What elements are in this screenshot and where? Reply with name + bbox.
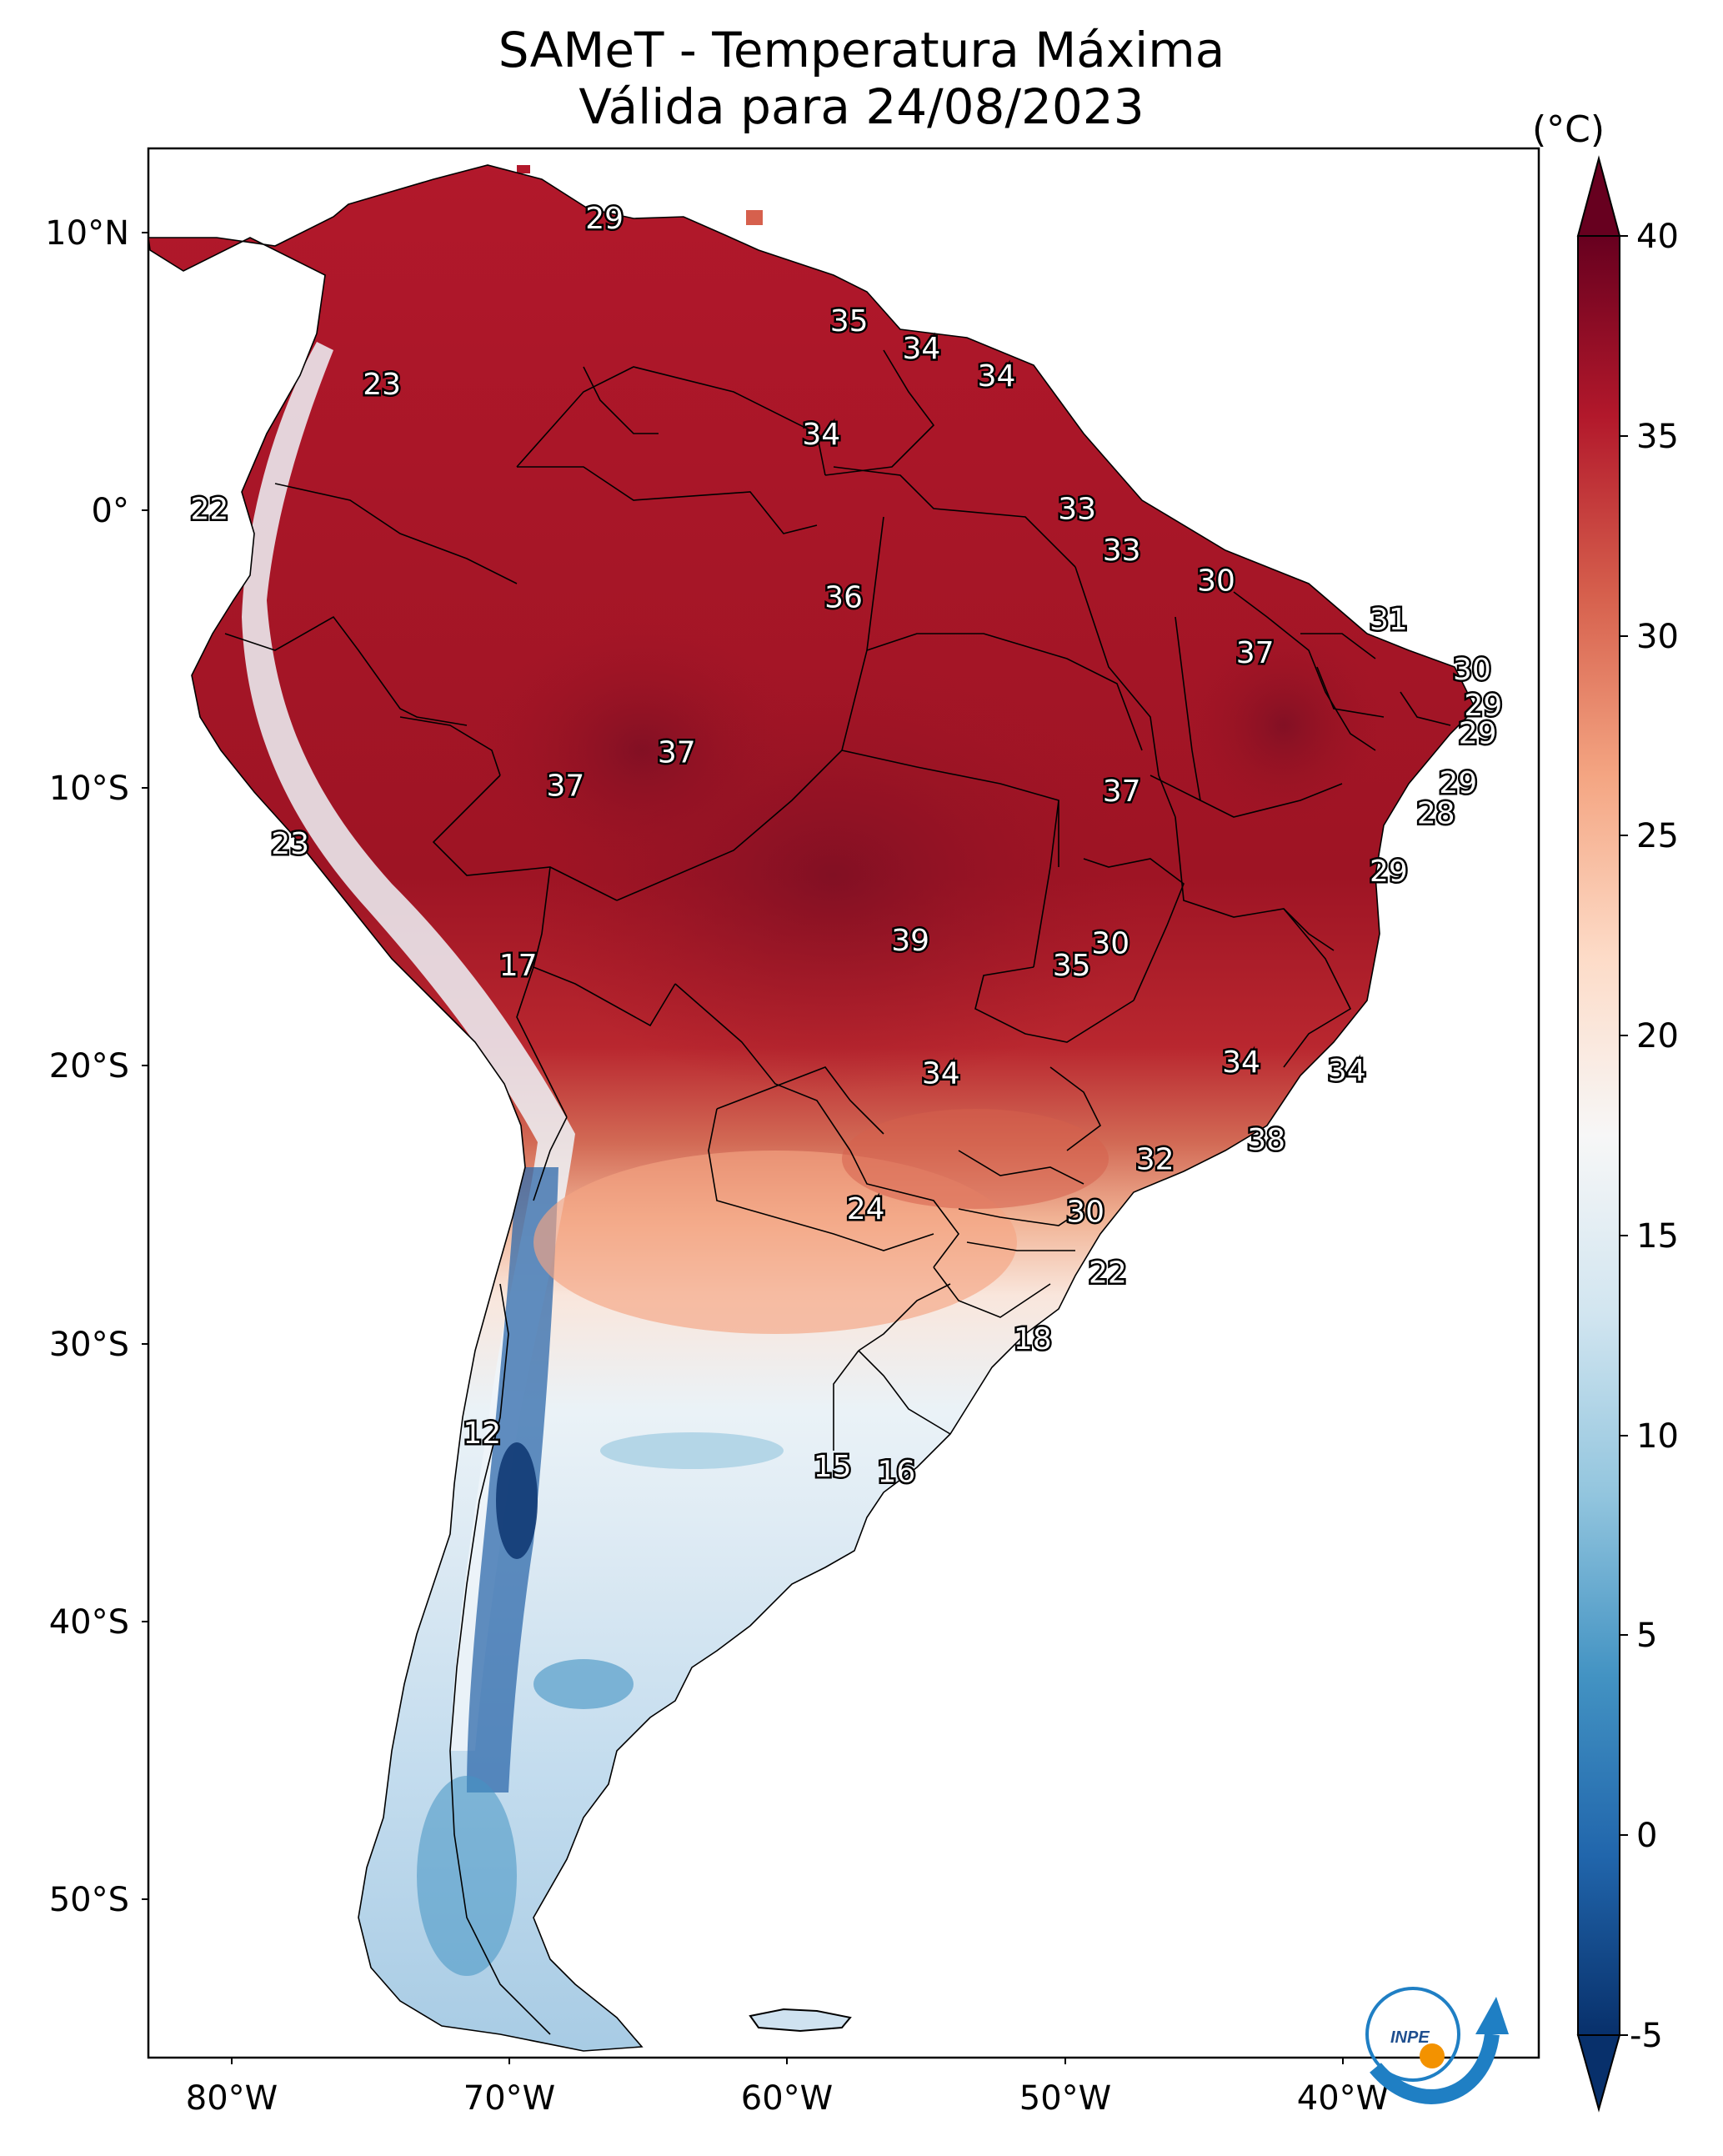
temperature-label: 35	[1053, 949, 1091, 983]
colorbar-bottom-arrow	[1576, 2034, 1621, 2113]
colorbar-tick-10: 10	[1636, 1417, 1679, 1456]
colorbar-tick-20: 20	[1636, 1017, 1679, 1055]
inpe-logo-text: INPE	[1390, 2028, 1430, 2047]
temperature-label: 34	[802, 418, 840, 452]
temperature-label: 23	[271, 827, 309, 861]
temperature-label: 37	[1103, 775, 1141, 809]
temperature-label: 30	[1453, 653, 1491, 687]
colorbar-top-arrow	[1576, 155, 1621, 237]
temperature-label: 30	[1066, 1195, 1104, 1229]
colorbar-tick-minus5: -5	[1630, 2017, 1663, 2055]
temperature-label: 34	[978, 359, 1016, 394]
colorbar-tick-5: 5	[1636, 1617, 1657, 1655]
lon-label-50w: 50°W	[1019, 2079, 1111, 2118]
temperature-label: 17	[499, 949, 538, 983]
temperature-label: 37	[1236, 636, 1275, 670]
lat-label-40s: 40°S	[49, 1603, 129, 1642]
lat-label-10n: 10°N	[45, 214, 129, 253]
temperature-label: 29	[1464, 689, 1502, 723]
temperature-label: 39	[891, 924, 929, 958]
temperature-label: 32	[1136, 1142, 1175, 1176]
lat-label-10s: 10°S	[49, 770, 129, 808]
temperature-label: 22	[1089, 1256, 1127, 1290]
temperature-label: 29	[1439, 766, 1477, 800]
map-subtitle: Válida para 24/08/2023	[579, 78, 1144, 135]
lat-label-20s: 20°S	[49, 1047, 129, 1086]
map-title: SAMeT - Temperatura Máxima	[498, 22, 1225, 78]
temperature-label: 28	[1417, 797, 1455, 831]
coastlines-and-borders	[148, 164, 1476, 2052]
colorbar-tick-35: 35	[1636, 418, 1679, 456]
temperature-label: 34	[1328, 1054, 1366, 1088]
temperature-label: 37	[546, 769, 584, 803]
temperature-label: 33	[1058, 492, 1096, 526]
colorbar-tick-30: 30	[1636, 618, 1679, 656]
colorbar-tick-40: 40	[1636, 218, 1679, 256]
temperature-label: 35	[830, 304, 869, 338]
lon-label-70w: 70°W	[463, 2079, 555, 2118]
temperature-label: 31	[1370, 603, 1408, 637]
temperature-label: 34	[1222, 1045, 1260, 1080]
temperature-label: 24	[847, 1192, 885, 1226]
temperature-label: 22	[190, 492, 228, 526]
colorbar-unit: (°C)	[1532, 108, 1605, 151]
temperature-label: 34	[902, 332, 940, 366]
temperature-label: 29	[1459, 716, 1497, 750]
temperature-label: 12	[463, 1416, 501, 1451]
colorbar-tick-25: 25	[1636, 817, 1679, 855]
temperature-label: 23	[363, 368, 401, 402]
longitude-axis: 80°W 70°W 60°W 50°W 40°W	[186, 2058, 1389, 2118]
temperature-label: 34	[922, 1057, 960, 1091]
temperature-label: 30	[1197, 564, 1235, 599]
temperature-label: 33	[1103, 534, 1141, 568]
colorbar-tick-0: 0	[1636, 1817, 1657, 1855]
temperature-label: 30	[1091, 927, 1129, 961]
colorbar-gradient	[1577, 235, 1620, 2036]
temperature-label: 16	[877, 1455, 915, 1489]
lat-label-0: 0°	[92, 492, 129, 530]
lon-label-80w: 80°W	[186, 2079, 278, 2118]
temperature-label: 29	[585, 202, 624, 236]
temperature-label: 36	[824, 581, 863, 615]
temperature-label: 38	[1247, 1123, 1285, 1157]
lat-label-30s: 30°S	[49, 1326, 129, 1364]
temperature-label: 18	[1014, 1322, 1052, 1356]
lat-label-50s: 50°S	[49, 1881, 129, 1919]
inpe-logo: INPE	[1365, 1987, 1509, 2104]
temperature-label: 15	[814, 1450, 852, 1484]
lon-label-60w: 60°W	[741, 2079, 833, 2118]
colorbar: 40 35 30 25 20 15 10 5 0 -5	[1576, 155, 1679, 2113]
latitude-axis: 10°N 0° 10°S 20°S 30°S 40°S 50°S	[45, 214, 148, 1919]
temperature-label: 29	[1370, 855, 1408, 889]
temperature-label: 37	[658, 736, 696, 770]
lon-label-40w: 40°W	[1297, 2079, 1389, 2118]
colorbar-tick-15: 15	[1636, 1217, 1679, 1256]
